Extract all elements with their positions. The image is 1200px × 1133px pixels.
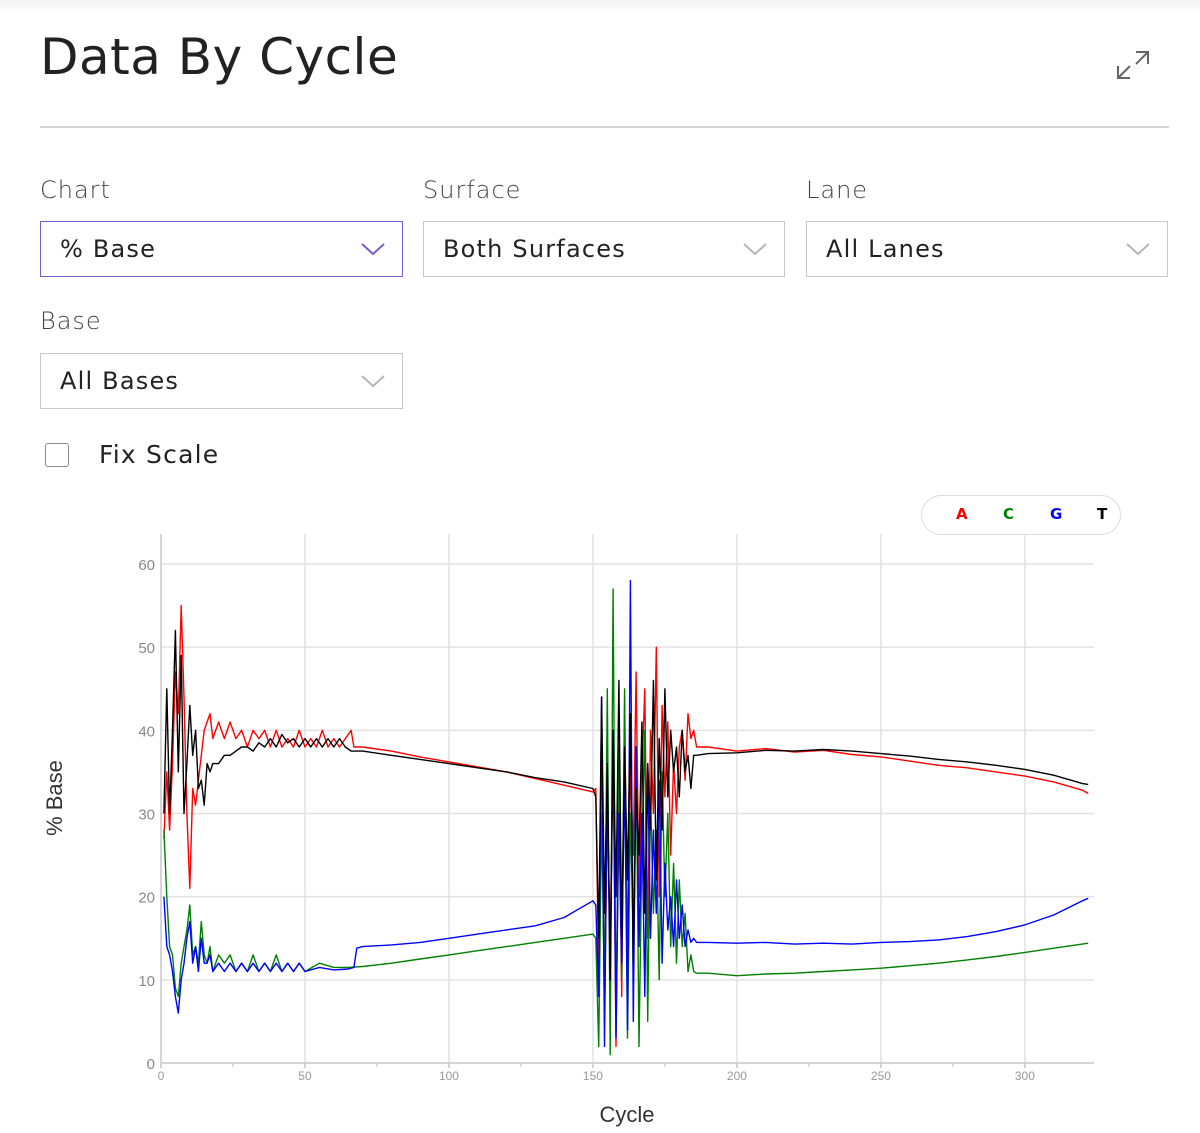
x-tick-label: 300 [1015, 1069, 1035, 1083]
base-label: Base [40, 307, 102, 335]
y-tick-label: 10 [138, 973, 155, 990]
series-line-a [163, 604, 1089, 1048]
x-tick-label: 150 [583, 1069, 603, 1083]
surface-select[interactable]: Both Surfaces [423, 221, 785, 277]
legend-item-g[interactable]: G [1050, 505, 1063, 523]
chart-series [163, 579, 1089, 1056]
x-tick-label: 100 [439, 1069, 459, 1083]
series-line-g [163, 579, 1089, 1048]
y-tick-label: 0 [147, 1056, 155, 1073]
legend-item-t[interactable]: T [1097, 505, 1108, 523]
panel-title: Data By Cycle [40, 28, 399, 86]
surface-label: Surface [423, 176, 522, 204]
lane-select[interactable]: All Lanes [806, 221, 1168, 277]
expand-button[interactable] [1112, 44, 1154, 86]
chart-legend: A C G T [921, 495, 1121, 535]
y-tick-label: 40 [138, 723, 155, 740]
chart-select-value: % Base [60, 235, 157, 263]
x-axis-title: Cycle [599, 1102, 654, 1127]
x-tick-label: 250 [871, 1069, 891, 1083]
lane-select-value: All Lanes [826, 235, 945, 263]
top-shade [0, 0, 1200, 14]
expand-icon [1117, 51, 1149, 79]
surface-select-value: Both Surfaces [443, 235, 626, 263]
chart-select[interactable]: % Base [40, 221, 403, 277]
base-select[interactable]: All Bases [40, 353, 403, 409]
series-line-t [163, 629, 1089, 981]
legend-item-c[interactable]: C [1003, 505, 1015, 523]
chevron-down-icon [1126, 243, 1150, 256]
x-tick-label: 50 [298, 1069, 312, 1083]
fix-scale-checkbox[interactable] [45, 443, 69, 467]
legend-item-a[interactable]: A [956, 505, 968, 523]
chevron-down-icon [743, 243, 767, 256]
y-tick-label: 30 [138, 807, 155, 824]
x-tick-label: 0 [158, 1069, 165, 1083]
fix-scale-label: Fix Scale [99, 440, 220, 469]
chevron-down-icon [361, 375, 385, 388]
y-tick-label: 20 [138, 890, 155, 907]
header-divider [40, 126, 1169, 128]
chart-label: Chart [40, 176, 111, 204]
chart-axes: 0 10 20 30 40 50 60 0 50 100 150 200 250 300 [138, 534, 1094, 1083]
y-tick-label: 50 [138, 640, 155, 657]
chevron-down-icon [361, 243, 385, 256]
series-line-c [163, 588, 1089, 1056]
y-tick-label: 60 [138, 557, 155, 574]
y-axis-title: % Base [42, 760, 67, 836]
base-select-value: All Bases [60, 367, 180, 395]
x-tick-label: 200 [727, 1069, 747, 1083]
lane-label: Lane [806, 176, 869, 204]
